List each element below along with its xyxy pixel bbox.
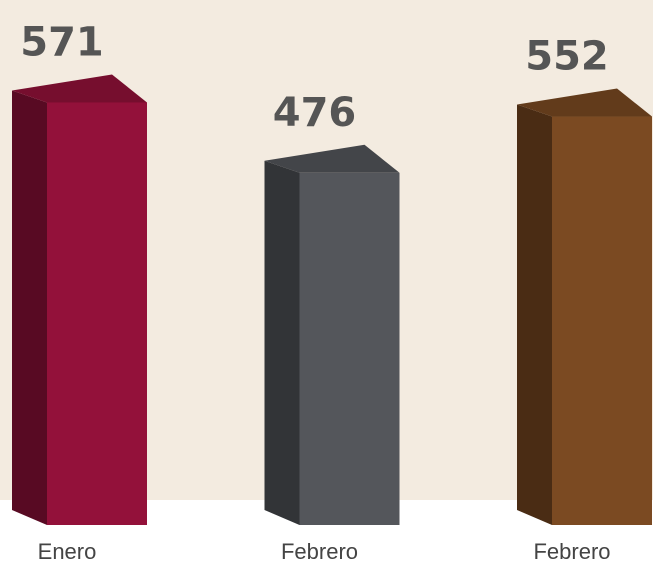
x-tick-label: Febrero [533,539,610,564]
value-label: 476 [273,90,357,136]
bar-side [12,90,47,526]
bar-top [517,88,652,117]
bar-top [264,144,400,173]
x-tick-label: Enero [38,539,97,564]
bar-side [264,160,300,525]
value-label: 571 [20,19,104,65]
bar [47,102,147,526]
bar-top [12,74,147,103]
bar [299,172,400,525]
x-tick-label: Febrero [281,539,358,564]
value-label: 552 [525,34,609,80]
bar [552,116,652,526]
bar-side [517,104,552,526]
